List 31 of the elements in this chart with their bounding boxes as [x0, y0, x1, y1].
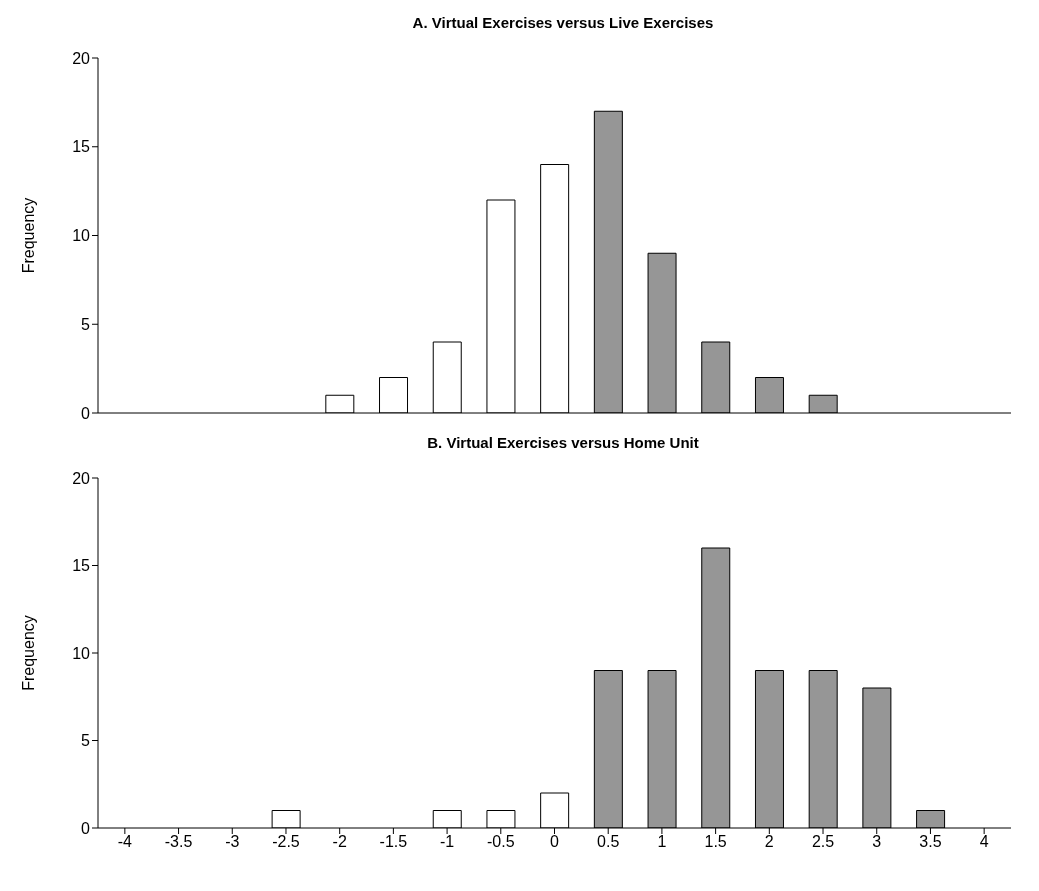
- x-tick-label: -2: [332, 833, 347, 851]
- y-tick-label: 15: [72, 138, 91, 156]
- y-tick-label: 0: [81, 819, 91, 837]
- y-tick-label: 20: [72, 469, 91, 487]
- x-tick-label: -2.5: [272, 833, 300, 851]
- y-axis-title: Frequency: [19, 197, 37, 274]
- y-tick-label: 10: [72, 644, 91, 662]
- y-tick-label: 20: [72, 49, 91, 67]
- x-tick-label: 3.5: [919, 833, 942, 851]
- chart-title: B. Virtual Exercises versus Home Unit: [426, 434, 700, 451]
- x-tick-label: 4: [979, 833, 989, 851]
- x-tick-label: -4: [117, 833, 133, 851]
- chart-title: A. Virtual Exercises versus Live Exercises: [411, 14, 715, 31]
- x-tick-label: 0: [550, 833, 560, 851]
- x-tick-label: -1: [439, 833, 455, 851]
- x-tick-label: 0.5: [597, 833, 620, 851]
- x-tick-label: 2.5: [811, 833, 835, 851]
- x-tick-label: -3: [225, 833, 240, 851]
- x-tick-label: -1.5: [379, 833, 408, 851]
- x-tick-label: 3: [872, 833, 882, 851]
- x-tick-label: -3.5: [164, 833, 193, 851]
- x-tick-label: -0.5: [487, 833, 515, 851]
- x-tick-label: 1.5: [704, 833, 727, 851]
- x-tick-label: 2: [764, 833, 774, 851]
- y-tick-label: 10: [72, 227, 91, 245]
- y-tick-label: 5: [81, 732, 91, 750]
- y-tick-label: 5: [81, 315, 91, 333]
- y-tick-label: 15: [72, 557, 91, 575]
- y-axis-title: Frequency: [19, 615, 37, 691]
- y-tick-label: 0: [81, 404, 91, 422]
- x-tick-label: 1: [657, 833, 667, 851]
